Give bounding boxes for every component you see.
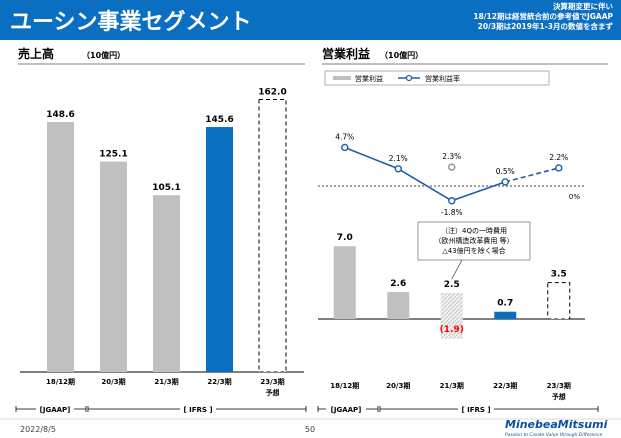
sales-forecast-label: 予想 <box>266 388 280 397</box>
margin-line-segment <box>344 146 399 170</box>
margin-excl-one-time-label: 2.3% <box>442 152 461 161</box>
sales-chart-unit: （10億円） <box>82 50 125 60</box>
profit-bar <box>387 291 410 319</box>
profit-bar <box>494 311 517 319</box>
margin-point <box>394 165 402 173</box>
profit-loss-bar <box>440 319 463 339</box>
margin-point <box>448 197 456 205</box>
margin-excl-one-time-point <box>448 163 456 171</box>
header-bar <box>0 0 621 40</box>
sales-value-label: 105.1 <box>152 183 180 193</box>
logo-tagline: Passion to Create Value through Differen… <box>505 432 603 438</box>
profit-value-label: 0.7 <box>497 299 513 309</box>
margin-line-segment <box>505 167 559 183</box>
header-note: 決算期変更に伴い 18/12期は経営統合前の参考値でJGAAP 20/3期は20… <box>473 2 613 32</box>
sales-value-label: 125.1 <box>99 150 127 160</box>
sales-bar <box>153 195 180 372</box>
profit-bar <box>333 246 356 319</box>
margin-line-segment <box>451 181 506 202</box>
note-pointer <box>451 259 463 280</box>
footer-date: 2022/8/5 <box>20 425 56 434</box>
profit-value-label: 3.5 <box>551 270 567 280</box>
profit-category-label: 18/12期 <box>330 381 359 390</box>
sales-bar <box>47 122 74 372</box>
sales-bar <box>206 127 233 372</box>
sales-chart-title: 売上高 <box>18 46 54 61</box>
profit-chart-title: 営業利益 <box>322 46 370 61</box>
profit-chart: 7.0 18/12期 2.6 20/3期 2.5 21/3期 0.7 22/3期 3.5 23/3… <box>318 132 585 401</box>
margin-point <box>555 164 563 172</box>
sales-ifrs-label: [ IFRS ] <box>183 406 212 414</box>
sales-category-label: 18/12期 <box>46 377 75 386</box>
sales-bar <box>100 161 127 372</box>
profit-bar <box>547 282 571 320</box>
company-logo: MinebeaMitsumi Passion to Create Value t… <box>505 418 608 438</box>
profit-bar <box>440 293 463 319</box>
margin-value-label: 4.7% <box>335 132 354 141</box>
margin-point <box>341 143 349 152</box>
sales-category-label: 22/3期 <box>207 377 231 386</box>
profit-ifrs-label: [ IFRS ] <box>461 406 490 414</box>
legend-bar-label: 営業利益 <box>355 74 383 83</box>
header-note-line: 20/3期は2019年1-3月の数値を含まず <box>477 22 613 31</box>
margin-point <box>501 178 509 186</box>
profit-category-label: 20/3期 <box>386 381 410 390</box>
margin-line-segment <box>397 168 453 202</box>
note-line: （注）4Qの一時費用 <box>441 226 507 235</box>
sales-category-label: 20/3期 <box>101 377 125 386</box>
logo-wordmark: MinebeaMitsumi <box>505 418 608 431</box>
profit-category-label: 21/3期 <box>440 381 464 390</box>
legend-line-marker <box>405 74 413 82</box>
profit-jgaap-label: [JGAAP] <box>331 406 362 414</box>
sales-accounting-bracket <box>15 406 307 412</box>
margin-value-label: 2.2% <box>549 153 568 162</box>
note-line: （欧州構造改革費用 等） <box>434 236 513 245</box>
sales-category-label: 23/3期 <box>260 377 284 386</box>
sales-value-label: 145.6 <box>205 115 233 125</box>
page-number: 50 <box>305 425 315 434</box>
sales-jgaap-label: [JGAAP] <box>40 406 71 414</box>
header-note-line: 決算期変更に伴い <box>553 2 613 11</box>
legend-bar-swatch <box>333 76 351 80</box>
profit-value-label: 7.0 <box>337 233 353 243</box>
legend-line-label: 営業利益率 <box>425 74 460 83</box>
slide-title: ユーシン事業セグメント <box>10 10 252 35</box>
margin-value-label: 0.5% <box>496 167 515 176</box>
sales-bar <box>258 98 287 373</box>
margin-value-label: 2.1% <box>389 154 408 163</box>
profit-forecast-label: 予想 <box>552 392 566 401</box>
sales-value-label: 148.6 <box>46 110 74 120</box>
one-time-cost-note <box>417 221 531 261</box>
margin-value-label: -1.8% <box>441 208 463 217</box>
profit-chart-unit: （10億円） <box>380 50 423 60</box>
profit-category-label: 23/3期 <box>547 381 571 390</box>
profit-value-label: 2.6 <box>390 279 406 289</box>
sales-value-label: 162.0 <box>258 87 286 97</box>
sales-category-label: 21/3期 <box>154 377 178 386</box>
note-line: △43億円を除く場合 <box>442 246 505 255</box>
profit-loss-label: (1.9) <box>440 325 464 335</box>
profit-accounting-bracket <box>317 406 599 412</box>
header-note-line: 18/12期は経営統合前の参考値でJGAAP <box>473 12 613 21</box>
profit-category-label: 22/3期 <box>493 381 517 390</box>
profit-legend <box>324 70 550 86</box>
profit-value-label: 2.5 <box>444 280 460 290</box>
sales-chart: 148.6 18/12期 125.1 20/3期 105.1 21/3期 145.6 22/3… <box>20 87 304 397</box>
margin-zero-label: 0% <box>569 193 580 201</box>
